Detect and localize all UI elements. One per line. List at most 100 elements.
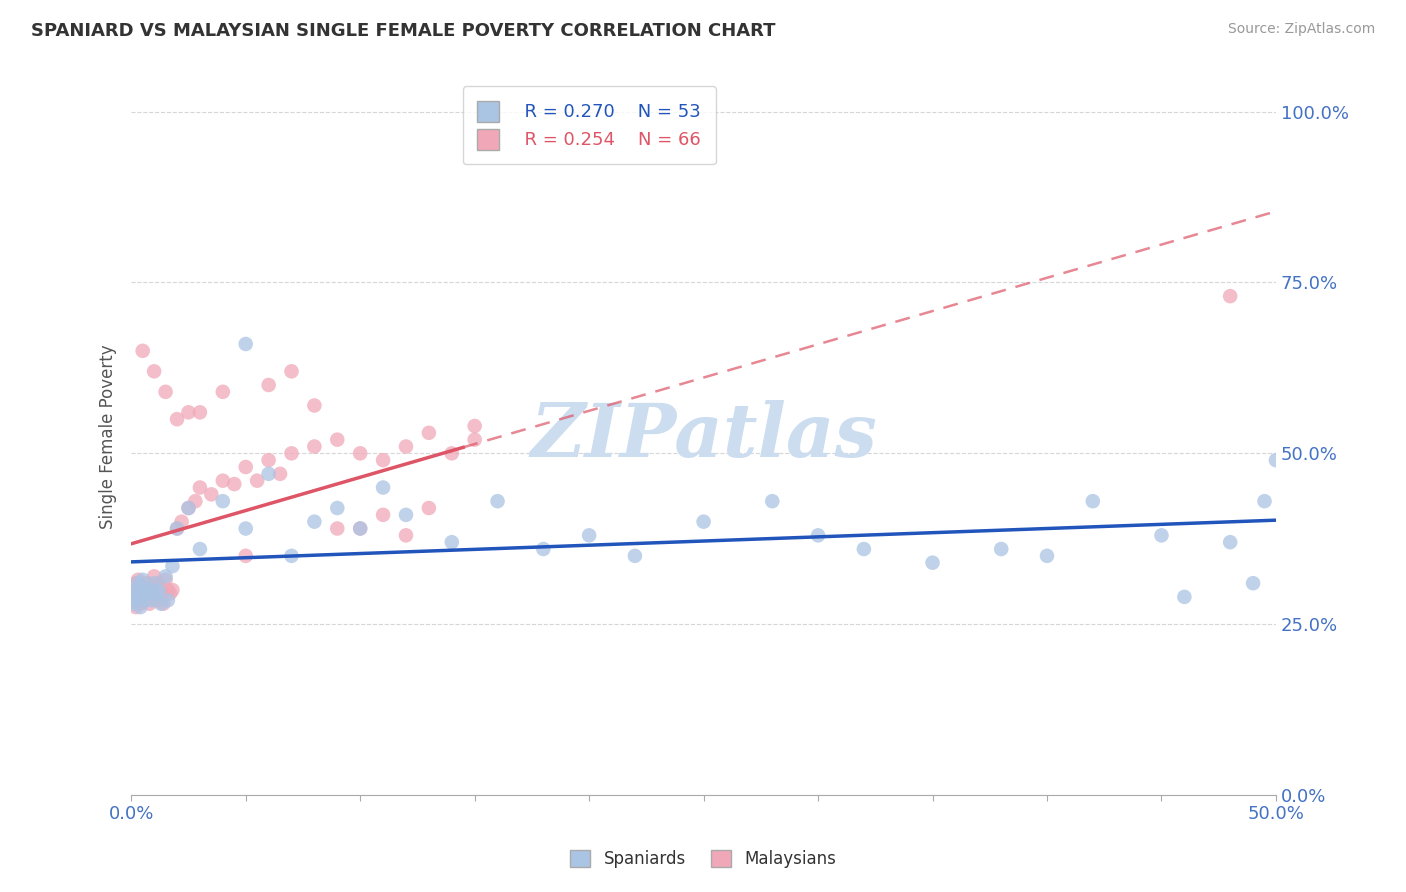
Point: [125, 582, 148, 597]
Point: [127, 582, 149, 597]
Point: [162, 582, 184, 597]
Point: [170, 515, 193, 529]
Point: [131, 582, 153, 597]
Point: [148, 582, 170, 597]
Point: [692, 515, 714, 529]
Point: [184, 494, 207, 508]
Point: [326, 501, 349, 516]
Point: [1241, 576, 1264, 591]
Point: [159, 586, 181, 600]
Point: [150, 586, 173, 600]
Point: [145, 586, 167, 600]
Point: [141, 593, 163, 607]
Point: [224, 477, 246, 491]
Point: [136, 586, 159, 600]
Point: [418, 425, 440, 440]
Point: [235, 549, 257, 563]
Point: [418, 501, 440, 516]
Point: [131, 580, 153, 594]
Point: [177, 405, 200, 419]
Point: [129, 597, 152, 611]
Point: [486, 494, 509, 508]
Point: [349, 522, 371, 536]
Point: [134, 593, 156, 607]
Point: [127, 590, 149, 604]
Point: [395, 528, 418, 542]
Point: [257, 467, 280, 481]
Point: [1219, 289, 1241, 303]
Point: [990, 541, 1012, 556]
Point: [152, 597, 174, 611]
Point: [143, 569, 166, 583]
Point: [921, 556, 943, 570]
Point: [578, 528, 600, 542]
Point: [155, 384, 177, 399]
Point: [211, 494, 233, 508]
Point: [166, 412, 188, 426]
Point: [371, 481, 394, 495]
Point: [188, 405, 211, 419]
Point: [141, 582, 163, 597]
Point: [136, 586, 159, 600]
Point: [131, 586, 153, 600]
Point: [624, 549, 647, 563]
Point: [177, 501, 200, 516]
Point: [200, 487, 222, 501]
Point: [143, 364, 166, 378]
Point: [257, 378, 280, 392]
Point: [531, 541, 554, 556]
Point: [304, 515, 326, 529]
Point: [304, 440, 326, 454]
Point: [371, 453, 394, 467]
Point: [235, 337, 257, 351]
Point: [127, 573, 149, 587]
Legend: Spaniards, Malaysians: Spaniards, Malaysians: [564, 843, 842, 875]
Point: [166, 522, 188, 536]
Point: [177, 501, 200, 516]
Point: [235, 522, 257, 536]
Point: [122, 597, 145, 611]
Point: [148, 576, 170, 591]
Point: [349, 446, 371, 460]
Point: [127, 590, 149, 604]
Point: [156, 582, 179, 597]
Point: [304, 399, 326, 413]
Point: [1150, 528, 1173, 542]
Point: [440, 535, 463, 549]
Point: [235, 460, 257, 475]
Point: [125, 576, 148, 591]
Point: [246, 474, 269, 488]
Point: [122, 586, 145, 600]
Point: [1081, 494, 1104, 508]
Point: [464, 419, 486, 434]
Point: [150, 597, 173, 611]
Point: [326, 433, 349, 447]
Point: [280, 446, 302, 460]
Point: [125, 600, 148, 615]
Point: [807, 528, 830, 542]
Point: [131, 343, 153, 358]
Legend:   R = 0.270    N = 53,   R = 0.254    N = 66: R = 0.270 N = 53, R = 0.254 N = 66: [463, 87, 716, 164]
Point: [143, 590, 166, 604]
Point: [1036, 549, 1059, 563]
Text: SPANIARD VS MALAYSIAN SINGLE FEMALE POVERTY CORRELATION CHART: SPANIARD VS MALAYSIAN SINGLE FEMALE POVE…: [31, 22, 776, 40]
Point: [122, 586, 145, 600]
Point: [280, 364, 302, 378]
Point: [761, 494, 783, 508]
Point: [129, 593, 152, 607]
Point: [395, 440, 418, 454]
Point: [326, 522, 349, 536]
Point: [125, 593, 148, 607]
Point: [188, 541, 211, 556]
Point: [371, 508, 394, 522]
Point: [852, 541, 875, 556]
Point: [440, 446, 463, 460]
Point: [131, 573, 153, 587]
Point: [155, 573, 177, 587]
Point: [1253, 494, 1275, 508]
Point: [129, 600, 152, 615]
Point: [464, 433, 486, 447]
Point: [162, 559, 184, 574]
Point: [257, 453, 280, 467]
Point: [211, 474, 233, 488]
